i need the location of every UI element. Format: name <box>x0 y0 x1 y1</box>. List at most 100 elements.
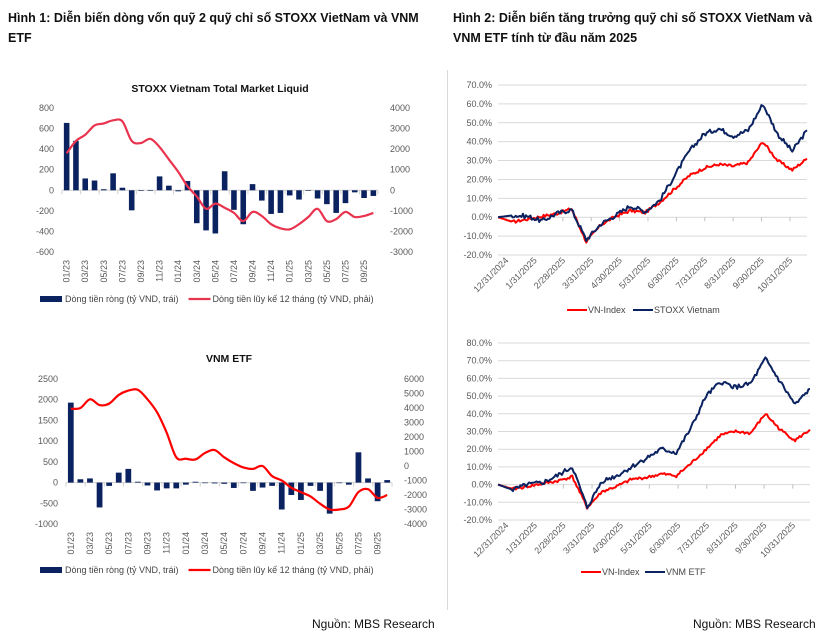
y-right-tick-label: -4000 <box>404 519 427 529</box>
flow-bar <box>333 190 339 213</box>
y-tick-label: 10.0% <box>466 462 492 472</box>
y-right-tick-label: 1000 <box>390 165 410 175</box>
x-tick-label: 09/25 <box>373 532 383 555</box>
y-tick-label: -20.0% <box>463 515 492 525</box>
flow-bar <box>166 185 172 191</box>
flow-bar <box>296 190 302 200</box>
x-tick-label: 07/25 <box>353 532 363 555</box>
chart-vnm-ytd: 80.0% 70.0% 60.0% 50.0% 40.0% 30.0% 20.0% 10.0%… <box>463 338 811 577</box>
flow-bar <box>211 482 218 484</box>
y-right-tick-label: 0 <box>390 185 395 195</box>
flow-bar <box>119 187 126 191</box>
flow-bar <box>249 184 256 191</box>
vnindex-line <box>497 142 808 244</box>
flow-bar <box>202 482 208 484</box>
flow-bar <box>259 190 265 201</box>
y-left-tick-label: 600 <box>39 124 54 134</box>
flow-bar <box>115 472 122 483</box>
y-right-tick-label: 4000 <box>390 103 410 113</box>
flow-bar <box>365 478 371 483</box>
flow-bar <box>278 482 285 510</box>
y-right-tick-label: 3000 <box>390 124 410 134</box>
x-tick-label: 01/24 <box>173 260 183 283</box>
flow-bar <box>336 482 343 484</box>
chart-stoxx-flows: STOXX Vietnam Total Market Liquid 800 600 4… <box>36 83 413 304</box>
flow-bar <box>96 482 103 508</box>
y-tick-label: 70.0% <box>466 356 492 366</box>
flow-bar <box>277 190 284 213</box>
y-tick-label: 30.0% <box>466 427 492 437</box>
y-tick-label: 0.0% <box>471 212 492 222</box>
x-tick-label: 07/24 <box>238 532 248 555</box>
x-tick-label: 12/31/2024 <box>471 520 510 559</box>
flow-bar <box>192 481 199 483</box>
y-tick-label: -10.0% <box>463 497 492 507</box>
x-tick-label: 03/23 <box>80 260 90 283</box>
flow-bar <box>82 178 89 191</box>
flow-bar <box>138 190 144 191</box>
legend-label-line: Dòng tiền lũy kế 12 tháng (tỷ VND, phải) <box>213 294 374 304</box>
y-tick-label: 0.0% <box>471 480 492 490</box>
flow-bar <box>324 190 330 205</box>
x-tick-label: 07/23 <box>117 260 127 283</box>
x-tick-label: 07/23 <box>123 532 133 555</box>
y-right-tick-label: -1000 <box>390 206 413 216</box>
flow-bar <box>173 482 180 489</box>
legend-swatch-bar <box>40 296 62 302</box>
x-tick-label: 09/23 <box>143 532 153 555</box>
legend-label-fund: VNM ETF <box>666 567 706 577</box>
y-tick-label: -20.0% <box>463 250 492 260</box>
flow-bar <box>384 480 391 483</box>
x-tick-label: 05/24 <box>210 260 220 283</box>
y-right-tick-label: -2000 <box>404 490 427 500</box>
y-left-tick-label: 1000 <box>38 436 58 446</box>
y-left-tick-label: -600 <box>36 247 54 257</box>
figure2-title: Hình 2: Diễn biến tăng trưởng quỹ chỉ số… <box>453 11 813 45</box>
flow-bar <box>342 190 349 204</box>
x-tick-label: 09/24 <box>258 532 268 555</box>
x-tick-label: 01/24 <box>181 532 191 555</box>
x-tick-label: 11/24 <box>266 260 276 282</box>
y-tick-label: 20.0% <box>466 174 492 184</box>
flow-bar <box>305 190 312 191</box>
flow-bar <box>221 171 228 191</box>
y-right-tick-label: -3000 <box>390 247 413 257</box>
y-tick-label: 40.0% <box>466 409 492 419</box>
x-tick-label: 03/25 <box>315 532 325 555</box>
flow-bar <box>250 482 256 491</box>
figure2-source: Nguồn: MBS Research <box>693 617 816 631</box>
y-left-tick-label: -1000 <box>35 519 58 529</box>
y-left-tick-label: 2000 <box>38 395 58 405</box>
y-tick-label: 10.0% <box>466 193 492 203</box>
x-tick-label: 03/24 <box>200 532 210 555</box>
flow-bar <box>269 482 276 486</box>
y-tick-label: 70.0% <box>466 80 492 90</box>
y-left-tick-label: 1500 <box>38 415 58 425</box>
x-tick-label: 05/24 <box>219 532 229 555</box>
legend-label-bar: Dòng tiền ròng (tỷ VND, trái) <box>65 565 179 575</box>
y-right-tick-label: 0 <box>404 461 409 471</box>
fund-line <box>497 356 811 509</box>
flow-bar <box>91 180 98 191</box>
y-left-tick-label: -400 <box>36 226 54 236</box>
x-tick-label: 09/25 <box>359 260 369 283</box>
cumulative-flow-line <box>70 388 388 512</box>
cumulative-flow-line <box>65 118 374 231</box>
vnindex-line <box>497 413 811 510</box>
x-tick-label: 09/23 <box>136 260 146 283</box>
flow-bar <box>317 482 323 491</box>
flow-bar <box>361 190 367 198</box>
x-tick-label: 11/24 <box>277 532 287 554</box>
y-right-tick-label: -2000 <box>390 226 413 236</box>
flow-bar <box>212 190 219 234</box>
y-tick-label: -10.0% <box>463 231 492 241</box>
y-left-tick-label: 200 <box>39 165 54 175</box>
y-right-tick-label: 5000 <box>404 389 424 399</box>
flow-bar <box>370 190 377 196</box>
y-right-tick-label: 2000 <box>390 144 410 154</box>
x-tick-label: 03/25 <box>303 260 313 283</box>
x-tick-label: 12/31/2024 <box>471 255 510 294</box>
x-tick-label: 05/25 <box>334 532 344 555</box>
flow-bar <box>221 482 228 484</box>
y-tick-label: 30.0% <box>466 156 492 166</box>
